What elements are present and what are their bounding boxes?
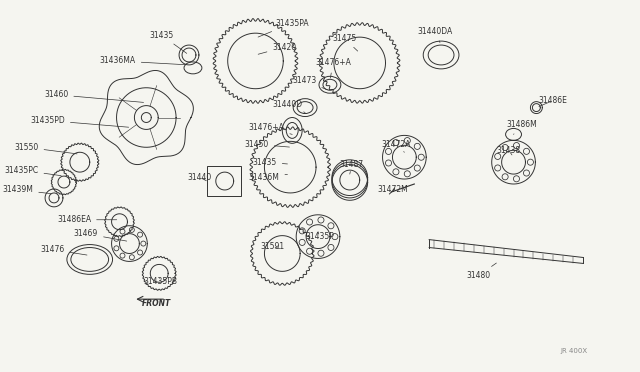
Text: 31472A: 31472A xyxy=(381,140,411,152)
Text: 31436MA: 31436MA xyxy=(100,57,186,65)
Text: 31435: 31435 xyxy=(253,158,287,167)
Text: 31476: 31476 xyxy=(40,245,87,255)
Text: 31440: 31440 xyxy=(187,173,211,182)
Text: 31475: 31475 xyxy=(332,33,358,51)
Text: 31486M: 31486M xyxy=(507,120,538,134)
Text: 31420: 31420 xyxy=(258,42,296,54)
Text: 31487: 31487 xyxy=(340,160,364,174)
Text: 31439M: 31439M xyxy=(3,186,51,195)
Text: 31450: 31450 xyxy=(244,140,289,149)
Text: 31476+A: 31476+A xyxy=(248,123,292,134)
Text: 31440DA: 31440DA xyxy=(417,27,452,42)
Text: 31440D: 31440D xyxy=(273,100,305,113)
Text: 31435PC: 31435PC xyxy=(4,166,61,176)
Text: 31472M: 31472M xyxy=(378,186,408,195)
Text: 31435PD: 31435PD xyxy=(30,116,129,127)
Text: 31486E: 31486E xyxy=(538,96,567,106)
Text: FRONT: FRONT xyxy=(141,299,171,308)
Text: 31436M: 31436M xyxy=(248,173,287,182)
Text: JR 400X: JR 400X xyxy=(561,348,588,354)
Text: 31486EA: 31486EA xyxy=(57,215,116,224)
Text: 31438: 31438 xyxy=(497,146,521,155)
Text: 31591: 31591 xyxy=(260,242,285,251)
Text: 31435PA: 31435PA xyxy=(258,19,309,37)
Text: 31480: 31480 xyxy=(467,263,497,280)
Text: 31435PB: 31435PB xyxy=(143,277,177,286)
Text: 31460: 31460 xyxy=(44,90,143,102)
Text: 31435: 31435 xyxy=(149,31,187,53)
Text: 31473: 31473 xyxy=(292,76,327,90)
Text: 31469: 31469 xyxy=(74,229,127,241)
Text: 31550: 31550 xyxy=(14,143,77,154)
Text: 31435P: 31435P xyxy=(305,232,334,241)
Text: 31476+A: 31476+A xyxy=(315,58,351,78)
